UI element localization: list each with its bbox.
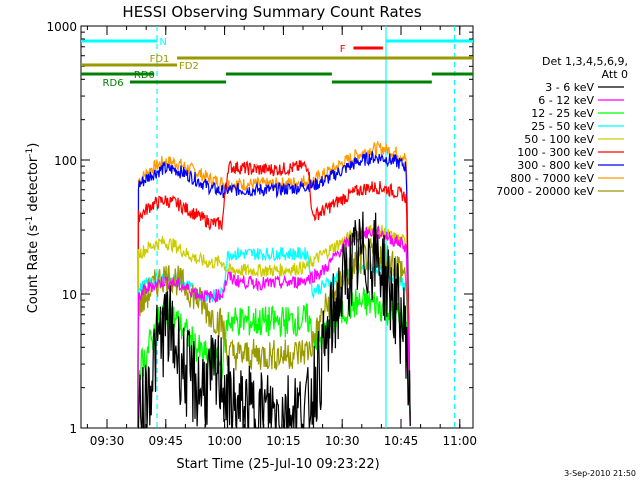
y-axis-label: Count Rate (s-1 detector-1) (25, 143, 41, 314)
legend-label-2: 12 - 25 keV (531, 107, 594, 120)
x-tick-label: 09:45 (148, 434, 183, 448)
legend-label-8: 7000 - 20000 keV (496, 185, 594, 198)
plot-frame (80, 25, 474, 429)
legend-label-3: 25 - 50 keV (531, 120, 594, 133)
y-axis-label-end: ) (26, 143, 41, 148)
flag-label-fd1: FD1 (150, 54, 170, 65)
vertical-markers (156, 26, 456, 428)
series-line-1 (137, 225, 411, 429)
flag-label-rd0: RD0 (134, 70, 155, 81)
flag-label-f: F (340, 44, 346, 55)
x-tick-label: 10:00 (207, 434, 242, 448)
chart-title: HESSI Observing Summary Count Rates (122, 3, 421, 21)
series-line-0 (137, 211, 411, 429)
legend-title-line1: Det 1,3,4,5,6,9, (542, 55, 628, 68)
flag-label-rd6: RD6 (103, 78, 124, 89)
legend-label-4: 50 - 100 keV (524, 133, 594, 146)
axis-ticks (81, 25, 473, 429)
x-tick-label: 10:30 (325, 434, 360, 448)
x-axis-label: Start Time (25-Jul-10 09:23:22) (176, 457, 379, 472)
y-tick-label: 100 (54, 154, 77, 168)
x-tick-label: 09:30 (90, 434, 125, 448)
x-tick-label: 10:45 (384, 434, 419, 448)
flag-bars: N F FD1 FD2 RD0 RD6 (81, 37, 473, 89)
series-line-8 (137, 238, 411, 429)
legend-label-1: 6 - 12 keV (538, 94, 594, 107)
series-line-5 (137, 160, 411, 429)
y-tick-label: 1000 (46, 20, 77, 34)
legend-title-line2: Att 0 (602, 68, 628, 81)
x-tick-label: 11:00 (442, 434, 477, 448)
legend-label-0: 3 - 6 keV (545, 81, 594, 94)
y-axis-label-exp2: -1 (25, 148, 35, 157)
series-line-6 (137, 151, 411, 429)
flag-label-n: N (159, 37, 166, 48)
footer-timestamp: 3-Sep-2010 21:50 (564, 469, 636, 478)
flag-label-fd2: FD2 (179, 61, 199, 72)
y-axis-label-main: Count Rate (s (26, 225, 41, 314)
plot-area (80, 25, 474, 429)
x-tick-label: 10:15 (266, 434, 301, 448)
y-tick-label: 1 (69, 422, 77, 436)
legend-label-5: 100 - 300 keV (517, 146, 594, 159)
legend-label-6: 300 - 800 keV (517, 159, 594, 172)
legend-label-7: 800 - 7000 keV (510, 172, 594, 185)
y-axis-label-mid: detector (26, 156, 41, 216)
tick-labels: 09:30 09:45 10:00 10:15 10:30 10:45 11:00 1 10 10… (46, 20, 477, 448)
y-tick-label: 10 (62, 288, 77, 302)
y-axis-label-exp1: -1 (25, 216, 35, 225)
series-lines (137, 140, 411, 429)
